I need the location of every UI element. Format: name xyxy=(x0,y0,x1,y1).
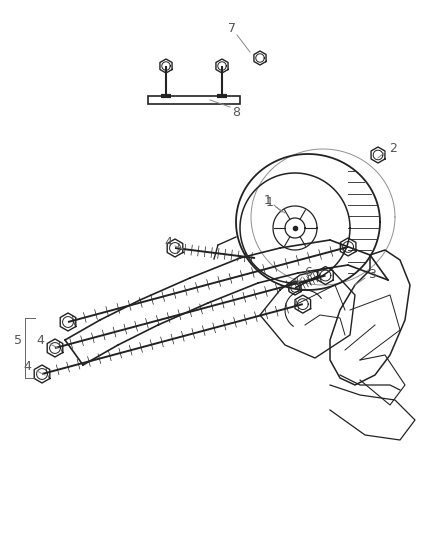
Text: 7: 7 xyxy=(228,21,236,35)
Bar xyxy=(148,96,240,104)
Text: 2: 2 xyxy=(389,141,397,155)
Text: 8: 8 xyxy=(232,106,240,118)
Text: 5: 5 xyxy=(14,334,22,346)
Text: 1: 1 xyxy=(264,193,272,206)
Text: 4: 4 xyxy=(164,236,172,248)
Text: 3: 3 xyxy=(368,269,376,281)
Text: 4: 4 xyxy=(23,360,31,374)
Text: 4: 4 xyxy=(36,334,44,346)
Text: 6: 6 xyxy=(304,266,312,279)
Text: 1: 1 xyxy=(266,197,274,209)
